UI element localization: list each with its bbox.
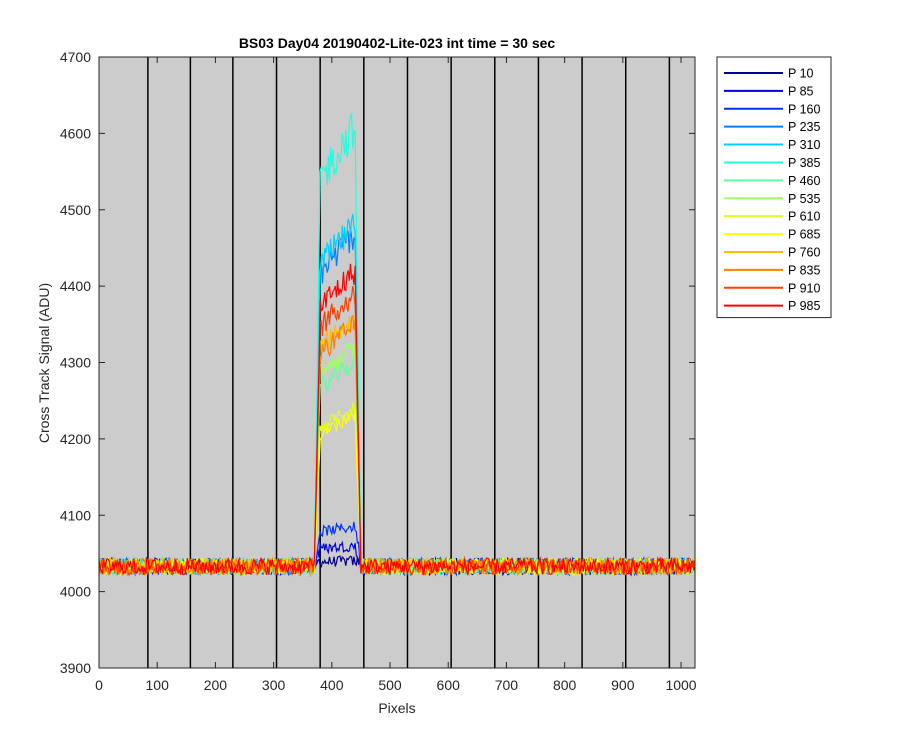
legend-items: P 10 P 85 P 160 P 235 P 310 P 385 P 460 P 535 P … [724,66,820,313]
y-tick-label: 4400 [60,278,91,294]
x-axis-label: Pixels [378,700,415,716]
series-lines [98,113,696,578]
series-line [98,263,696,576]
y-tick-label: 4200 [60,431,91,447]
plot-area: 0 100 200 300 400 500 600 700 800 900 1000 3900 400… [60,49,697,693]
x-tick-label: 300 [262,677,286,693]
x-tick-label: 200 [204,677,228,693]
x-ticks: 0 100 200 300 400 500 600 700 800 900 1000 [95,57,697,693]
x-tick-label: 800 [553,677,577,693]
y-tick-label: 4300 [60,355,91,371]
legend-label: P 985 [788,299,820,313]
legend-label: P 235 [788,120,820,134]
y-axis-label: Cross Track Signal (ADU) [36,283,52,443]
legend-label: P 685 [788,228,820,242]
legend-label: P 760 [788,245,820,259]
x-tick-label: 600 [437,677,461,693]
plot-background [99,57,695,668]
y-tick-label: 4100 [60,507,91,523]
legend-label: P 460 [788,174,820,188]
legend-label: P 160 [788,102,820,116]
x-tick-label: 400 [320,677,344,693]
x-tick-label: 500 [378,677,402,693]
legend-box [716,56,832,319]
legend-label: P 535 [788,192,820,206]
legend-label: P 85 [788,84,814,98]
y-tick-label: 4700 [60,49,91,65]
x-tick-label: 0 [95,677,103,693]
legend-label: P 385 [788,156,820,170]
x-tick-label: 1000 [665,677,696,693]
legend-label: P 10 [788,66,814,80]
x-tick-label: 700 [495,677,519,693]
y-tick-label: 4600 [60,125,91,141]
x-tick-label: 900 [611,677,635,693]
legend-label: P 835 [788,263,820,277]
legend: P 10 P 85 P 160 P 235 P 310 P 385 P 460 P 535 P … [716,56,832,319]
y-tick-label: 4500 [60,202,91,218]
x-tick-label: 100 [146,677,170,693]
chart-title: BS03 Day04 20190402-Lite-023 int time = … [239,35,556,51]
legend-label: P 310 [788,138,820,152]
y-ticks: 3900 4000 4100 4200 4300 4400 4500 4600 4700 [60,49,695,676]
legend-label: P 910 [788,281,820,295]
legend-label: P 610 [788,210,820,224]
y-tick-label: 4000 [60,584,91,600]
y-tick-label: 3900 [60,660,91,676]
